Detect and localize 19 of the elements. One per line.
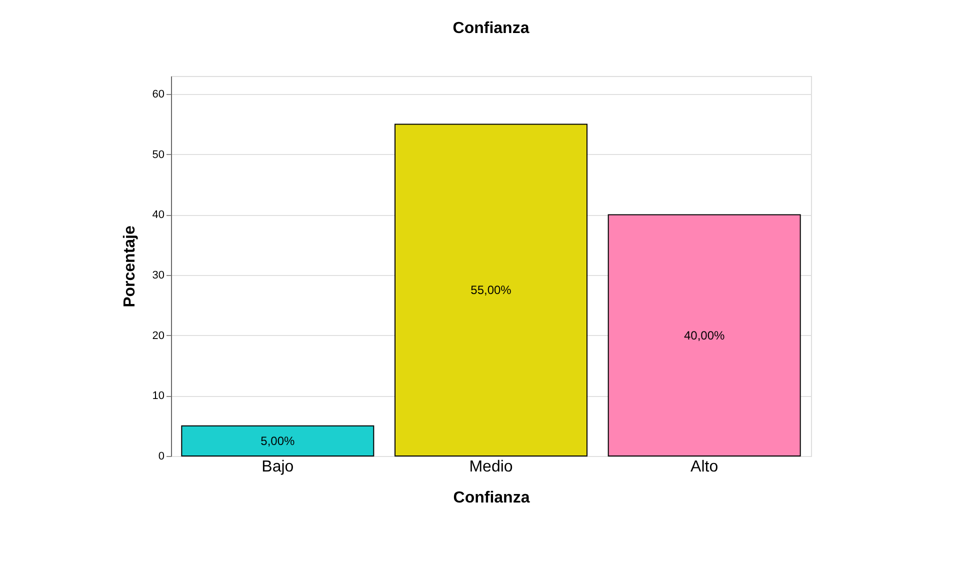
data-label: 5,00%	[260, 434, 296, 448]
x-tick-label: Medio	[469, 458, 513, 476]
y-tick-label: 60	[152, 88, 164, 101]
x-tick-label: Bajo	[262, 458, 294, 476]
bar	[394, 124, 588, 456]
data-label: 55,00%	[470, 283, 512, 298]
x-tick-label: Alto	[690, 458, 718, 476]
x-axis-title: Confianza	[453, 490, 530, 506]
y-tick-label: 40	[152, 209, 164, 222]
chart-title: Confianza	[452, 20, 530, 37]
bar	[181, 425, 374, 456]
y-tick-label: 0	[158, 450, 164, 462]
y-tick-label: 10	[152, 390, 164, 402]
bar	[608, 214, 801, 456]
y-axis-title: Porcentaje	[121, 225, 138, 308]
data-label: 40,00%	[684, 328, 726, 342]
y-tick-label: 20	[152, 330, 164, 342]
y-tick-label: 50	[152, 148, 164, 161]
y-tick-label: 30	[152, 270, 164, 282]
